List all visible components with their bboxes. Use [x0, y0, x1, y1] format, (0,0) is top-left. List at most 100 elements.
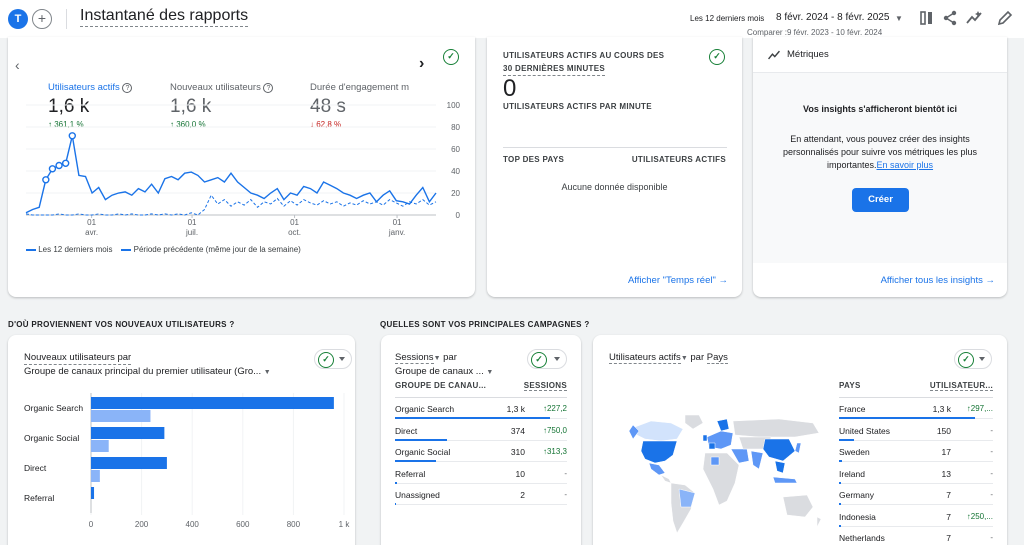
data-point [42, 176, 50, 184]
row-label: Ireland [839, 468, 865, 479]
map-indonesia [772, 476, 798, 484]
row-proportion-bar [839, 417, 975, 419]
date-range-value[interactable]: 8 févr. 2024 - 8 févr. 2025 [776, 12, 890, 23]
new-users-heading: D'OÙ PROVIENNENT VOS NOUVEAUX UTILISATEU… [8, 320, 235, 329]
table-row[interactable]: Netherlands 7 - [839, 527, 993, 545]
row-value: 1,3 k [932, 404, 951, 414]
table-row[interactable]: Germany 7 - [839, 484, 993, 505]
row-divider [395, 439, 567, 441]
insights-icon[interactable] [965, 9, 983, 27]
table-row[interactable]: Referral 10 - [395, 463, 567, 484]
view-all-insights-link[interactable]: Afficher tous les insights → [880, 275, 995, 286]
realtime-title: UTILISATEURS ACTIFS AU COURS DES 30 DERN… [503, 49, 664, 76]
x-tick-label: avr. [85, 228, 98, 237]
new-users-value: 1,6 k [170, 96, 212, 117]
data-point [48, 165, 57, 173]
data-point [55, 161, 63, 170]
tab-active-users[interactable]: Utilisateurs actifs ? [48, 82, 133, 93]
row-proportion-bar [839, 481, 842, 484]
insights-header: Métriques [753, 37, 1007, 73]
table-row[interactable]: Unassigned 2 - [395, 484, 567, 505]
table-row[interactable]: Sweden 17 - [839, 441, 993, 462]
channel-group-col[interactable]: GROUPE DE CANAU... [395, 381, 487, 390]
row-label: Netherlands [839, 533, 885, 543]
category-label: Organic Search [24, 403, 83, 413]
row-change: - [990, 468, 993, 478]
learn-more-link[interactable]: En savoir plus [876, 160, 934, 170]
row-label: Organic Social [395, 447, 451, 457]
sessions-col[interactable]: SESSIONS [523, 381, 567, 391]
row-proportion-bar [395, 460, 437, 462]
table-row[interactable]: Direct 374 ↑750,0 [395, 420, 567, 441]
help-icon: ? [263, 83, 274, 93]
x-tick-label: 01 [188, 218, 197, 227]
map-scandinavia [716, 418, 730, 432]
row-value: 310 [510, 447, 525, 457]
customize-report-icon[interactable] [918, 9, 936, 27]
caret-icon [339, 357, 345, 361]
row-proportion-bar [395, 503, 396, 505]
row-divider [839, 461, 993, 462]
table-row[interactable]: Indonesia 7 ↑250,... [839, 506, 993, 527]
country-title[interactable]: Utilisateurs actifs▼ par Pays [609, 352, 728, 364]
row-divider [395, 482, 567, 484]
top-countries-col: TOP DES PAYS [503, 155, 565, 164]
create-button[interactable]: Créer [852, 188, 909, 212]
map-france [708, 442, 716, 450]
map-africa [702, 452, 740, 506]
view-realtime-link[interactable]: Afficher "Temps réel" → [627, 275, 728, 286]
check-icon[interactable]: ✓ [443, 49, 459, 65]
y-tick-label: 80 [451, 123, 460, 132]
row-value: 374 [510, 425, 525, 436]
page-title[interactable]: Instantané des rapports [80, 7, 249, 27]
chevron-right-icon[interactable]: › [419, 55, 425, 72]
sessions-compare-pill[interactable]: ✓ [527, 349, 567, 369]
row-label: Direct [395, 425, 418, 436]
row-change: - [564, 468, 567, 478]
row-change: ↑750,0 [542, 425, 567, 435]
row-proportion-bar [395, 438, 447, 441]
country-compare-pill[interactable]: ✓ [954, 349, 992, 369]
edit-icon[interactable] [996, 9, 1014, 27]
y-tick-label: 20 [451, 189, 460, 198]
engagement-change: ↓ 62,8 % [310, 120, 342, 129]
table-row[interactable]: France 1,3 k ↑297,... [839, 398, 993, 419]
map-usa [640, 440, 678, 464]
realtime-header-line [503, 147, 727, 148]
map-brazil [678, 488, 696, 508]
row-label: United States [839, 425, 891, 436]
row-label: Germany [839, 490, 874, 500]
table-row[interactable]: Ireland 13 - [839, 463, 993, 484]
users-col[interactable]: UTILISATEUR... [929, 381, 993, 391]
new-users-title[interactable]: Nouveaux utilisateurs par Groupe de cana… [24, 352, 271, 377]
data-point [68, 132, 76, 140]
row-value: 1,3 k [506, 404, 525, 414]
bar [91, 457, 167, 469]
row-change: - [990, 447, 993, 456]
x-tick-label: 01 [393, 218, 402, 227]
date-range-label: Les 12 derniers mois [690, 14, 765, 23]
active-users-col: UTILISATEURS ACTIFS [631, 155, 726, 164]
bar [91, 470, 100, 482]
share-icon[interactable] [941, 9, 959, 27]
new-users-compare-pill[interactable]: ✓ [314, 349, 352, 369]
chevron-left-icon[interactable]: ‹ [15, 57, 20, 73]
top-bar: T + Instantané des rapports Les 12 derni… [0, 0, 1024, 38]
map-africa-blue [710, 456, 720, 466]
avatar[interactable]: T [8, 9, 28, 29]
insights-text: En attendant, vous pouvez créer des insi… [782, 134, 978, 170]
tab-engagement[interactable]: Durée d'engagement m [310, 82, 409, 93]
country-col[interactable]: PAYS [839, 381, 861, 390]
date-dropdown-icon[interactable]: ▼ [895, 14, 903, 23]
row-label: France [839, 404, 866, 414]
table-row[interactable]: Organic Social 310 ↑313,3 [395, 441, 567, 462]
table-row[interactable]: Organic Search 1,3 k ↑227,2 [395, 398, 567, 419]
row-proportion-bar [839, 524, 841, 527]
row-divider [395, 504, 567, 505]
check-icon[interactable]: ✓ [709, 49, 725, 65]
data-point [61, 159, 70, 168]
sessions-title[interactable]: Sessions▼ par Groupe de canaux ... ▼ [395, 352, 494, 377]
tab-new-users[interactable]: Nouveaux utilisateurs ? [170, 82, 274, 93]
add-comparison-button[interactable]: + [32, 9, 52, 29]
table-row[interactable]: United States 150 - [839, 420, 993, 441]
